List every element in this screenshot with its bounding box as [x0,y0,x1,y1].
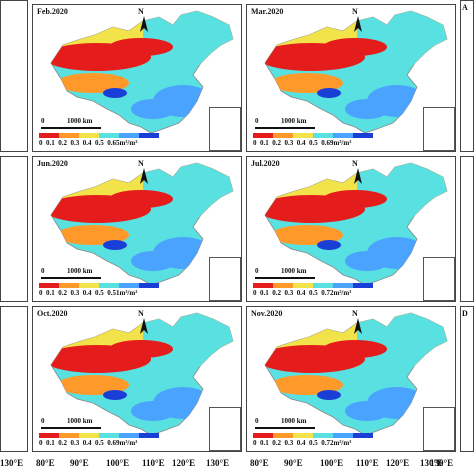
scale-zero: 0 [41,117,45,125]
colorbar-ticks: 0 0.1 0.2 0.3 0.4 0.5 0.51m³/m³ [39,289,138,297]
north-arrow-icon [354,168,362,184]
month-label: Jul.2020 [251,159,280,168]
south-china-sea-inset [423,107,455,151]
colorbar [39,433,159,438]
colorbar-ticks: 0 0.1 0.2 0.3 0.4 0.5 0.72m³/m³ [253,289,352,297]
colorbar-ticks: 0 0.1 0.2 0.3 0.4 0.5 0.72m³/m³ [253,439,352,447]
north-arrow-icon [354,16,362,32]
scale-label: 1000 km [281,117,307,125]
south-china-sea-inset [209,257,241,301]
colorbar-ticks: 0 0.1 0.2 0.3 0.4 0.5 0.69m³/m³ [39,439,138,447]
soil-moisture-map [264,162,448,286]
scale-label: 1000 km [281,417,307,425]
south-china-sea-inset [423,257,455,301]
scale-label: 1000 km [67,267,93,275]
lon-label: 90°E [284,458,303,468]
partial-panel-right-3: D [460,306,474,452]
lon-label: 90°E [70,458,89,468]
scale-zero: 0 [255,117,259,125]
north-arrow-label: N [138,7,144,16]
lon-label: 80°E [250,458,269,468]
partial-panel-left-2 [0,156,28,302]
map-panel: Oct.2020 N 0 1000 km 0 0.1 0.2 0.3 0.4 0… [32,306,242,452]
north-arrow-icon [140,16,148,32]
lon-label-left: 130°E [0,458,24,468]
scale-bar [255,427,315,429]
partial-panel-right-1: A [460,0,474,152]
lon-label: 80°E [36,458,55,468]
scale-zero: 0 [41,267,45,275]
lon-label-right: 130°E [430,458,454,468]
partial-month-label: D [462,309,468,318]
partial-panel-left-1 [0,0,28,152]
colorbar [253,433,373,438]
scale-zero: 0 [255,417,259,425]
scale-label: 1000 km [67,417,93,425]
lon-label: 100°E [320,458,344,468]
lon-label: 100°E [106,458,130,468]
scale-label: 1000 km [67,117,93,125]
month-label: Jun.2020 [37,159,68,168]
north-arrow-label: N [352,309,358,318]
soil-moisture-map [50,10,234,134]
scale-bar [41,127,101,129]
scale-bar [255,127,315,129]
south-china-sea-inset [209,107,241,151]
scale-zero: 0 [41,417,45,425]
colorbar [253,283,373,288]
soil-moisture-map [264,10,448,134]
north-arrow-label: N [352,7,358,16]
north-arrow-icon [140,318,148,334]
scale-bar [255,277,315,279]
month-label: Feb.2020 [37,7,68,16]
north-arrow-label: N [138,159,144,168]
colorbar [39,283,159,288]
lon-label: 130°E [206,458,230,468]
soil-moisture-map [264,312,448,436]
lon-label: 110°E [142,458,165,468]
north-arrow-icon [140,168,148,184]
colorbar [253,133,373,138]
lon-label: 120°E [172,458,196,468]
map-panel: Feb.2020 N 0 1000 km 0 0.1 0.2 0.3 0.4 0… [32,4,242,152]
map-panel: Mar.2020 N 0 1000 km 0 0.1 0.2 0.3 0.4 0… [246,4,456,152]
partial-panel-left-3 [0,306,28,452]
map-panel: Jun.2020 N 0 1000 km 0 0.1 0.2 0.3 0.4 0… [32,156,242,302]
scale-bar [41,277,101,279]
month-label: Nov.2020 [251,309,283,318]
lon-label: 130°E [420,458,444,468]
partial-month-label: A [462,3,468,12]
lon-label: 110°E [356,458,379,468]
scale-zero: 0 [255,267,259,275]
scale-bar [41,427,101,429]
colorbar-ticks: 0 0.1 0.2 0.3 0.4 0.5 0.69m³/m³ [253,139,352,147]
month-label: Mar.2020 [251,7,284,16]
scale-label: 1000 km [281,267,307,275]
south-china-sea-inset [209,407,241,451]
north-arrow-label: N [352,159,358,168]
colorbar [39,133,159,138]
lon-label: 120°E [386,458,410,468]
partial-panel-right-2 [460,156,474,302]
north-arrow-label: N [138,309,144,318]
south-china-sea-inset [423,407,455,451]
map-panel: Nov.2020 N 0 1000 km 0 0.1 0.2 0.3 0.4 0… [246,306,456,452]
soil-moisture-map [50,162,234,286]
month-label: Oct.2020 [37,309,68,318]
colorbar-ticks: 0 0.1 0.2 0.3 0.4 0.5 0.65m³/m³ [39,139,138,147]
soil-moisture-map [50,312,234,436]
north-arrow-icon [354,318,362,334]
map-panel: Jul.2020 N 0 1000 km 0 0.1 0.2 0.3 0.4 0… [246,156,456,302]
